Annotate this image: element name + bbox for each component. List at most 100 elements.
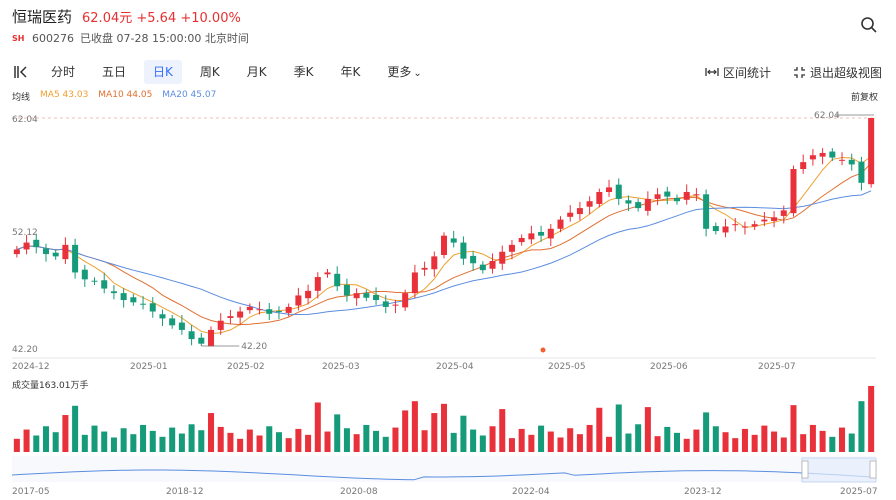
candle-body xyxy=(576,208,583,215)
tab-five-day[interactable]: 五日 xyxy=(102,65,127,79)
volume-bar xyxy=(761,425,768,452)
candle-body xyxy=(518,237,525,243)
price-tick-bottom: 42.20 xyxy=(12,345,38,355)
overview-tick: 2023-12 xyxy=(684,487,722,497)
candle-body xyxy=(13,249,20,255)
range-stats-label: 区间统计 xyxy=(722,65,771,80)
volume-bar xyxy=(178,433,185,452)
volume-bar xyxy=(285,438,292,452)
stock-name: 恒瑞医药 xyxy=(12,8,73,26)
ma-legend-title: 均线 xyxy=(12,93,31,103)
volume-bar xyxy=(606,436,613,452)
volume-bar xyxy=(460,415,467,452)
volume-bar xyxy=(169,427,176,452)
price-change: +5.64 xyxy=(136,11,177,26)
candle-body xyxy=(159,314,166,319)
date-tick: 2025-03 xyxy=(322,362,360,372)
volume-bar xyxy=(237,438,244,452)
volume-bar xyxy=(644,407,651,452)
volume-bar xyxy=(586,424,593,452)
volume-bar xyxy=(703,412,710,452)
volume-bar xyxy=(33,435,40,452)
volume-bar xyxy=(217,426,224,452)
volume-bar xyxy=(101,431,108,452)
candle-body xyxy=(644,198,651,211)
exit-super-view-label: 退出超级视图 xyxy=(809,65,882,80)
collapse-icon[interactable] xyxy=(6,61,36,83)
volume-bar xyxy=(110,437,117,452)
volume-bar xyxy=(780,437,787,452)
tab-monthly-k[interactable]: 月K xyxy=(246,65,267,79)
volume-bar xyxy=(343,428,350,452)
candle-body xyxy=(266,309,273,314)
volume-bar xyxy=(246,429,253,452)
tab-yearly-k[interactable]: 年K xyxy=(340,65,361,79)
candle-body xyxy=(615,184,622,199)
adjust-mode[interactable]: 前复权 xyxy=(850,93,878,103)
volume-bar xyxy=(712,426,719,452)
stock-code: 600276 xyxy=(32,31,74,45)
chevron-down-icon: ⌄ xyxy=(413,68,422,79)
candle-body xyxy=(72,244,79,273)
volume-bar xyxy=(266,426,273,452)
candle-body xyxy=(295,295,302,306)
tab-quarterly-k[interactable]: 季K xyxy=(293,65,314,79)
candle-body xyxy=(149,303,156,312)
exit-super-view-button[interactable]: 退出超级视图 xyxy=(793,64,882,81)
candle-body xyxy=(741,226,748,228)
candle-body xyxy=(23,242,30,250)
candle-body xyxy=(101,280,108,289)
ma20-line xyxy=(16,190,872,316)
candle-body xyxy=(237,311,244,318)
candle-body xyxy=(275,311,282,313)
candle-body xyxy=(664,191,671,197)
volume-bar xyxy=(411,401,418,452)
candle-body xyxy=(421,267,428,270)
candle-body xyxy=(130,297,137,303)
volume-bar xyxy=(576,434,583,452)
candle-body xyxy=(732,224,739,226)
volume-bar xyxy=(72,405,79,452)
candle-body xyxy=(208,329,215,347)
volume-bar xyxy=(450,432,457,452)
tab-intraday[interactable]: 分时 xyxy=(51,65,76,79)
shrink-icon xyxy=(793,66,805,78)
candle-body xyxy=(363,293,370,298)
search-icon[interactable] xyxy=(860,16,878,34)
candle-body xyxy=(635,202,642,209)
volume-bar xyxy=(800,434,807,452)
volume-bar xyxy=(751,434,758,452)
volume-label: 成交量163.01万手 xyxy=(12,381,89,391)
volume-bar xyxy=(13,438,20,452)
price-tick-mid: 52.12 xyxy=(12,228,38,238)
tab-more[interactable]: 更多 ⌄ xyxy=(378,60,430,84)
volume-bar xyxy=(567,428,574,452)
volume-bar xyxy=(42,426,49,452)
candle-body xyxy=(819,152,826,157)
tab-weekly-k[interactable]: 周K xyxy=(199,65,220,79)
date-tick: 2025-07 xyxy=(758,362,796,372)
candle-body xyxy=(305,290,312,299)
candle-body xyxy=(392,304,399,306)
candle-body xyxy=(91,280,98,282)
volume-bar xyxy=(81,434,88,452)
volume-bars xyxy=(13,386,875,452)
candle-body xyxy=(479,264,486,271)
candle-body xyxy=(227,316,234,318)
max-price-marker: 62.04 xyxy=(814,111,840,121)
candle-body xyxy=(42,248,49,255)
candle-body xyxy=(761,219,768,222)
candle-body xyxy=(343,284,350,296)
candle-body xyxy=(596,192,603,204)
candle-body xyxy=(285,306,292,313)
tab-daily-k[interactable]: 日K xyxy=(144,60,182,84)
volume-bar xyxy=(440,403,448,452)
volume-bar xyxy=(654,436,661,452)
range-stats-button[interactable]: 区间统计 xyxy=(705,64,771,81)
overview-tick: 2022-04 xyxy=(512,487,550,497)
candlestick-series xyxy=(13,118,875,347)
volume-bar xyxy=(421,430,428,452)
ma20-value: MA20 45.07 xyxy=(162,90,217,100)
range-icon xyxy=(705,68,719,76)
